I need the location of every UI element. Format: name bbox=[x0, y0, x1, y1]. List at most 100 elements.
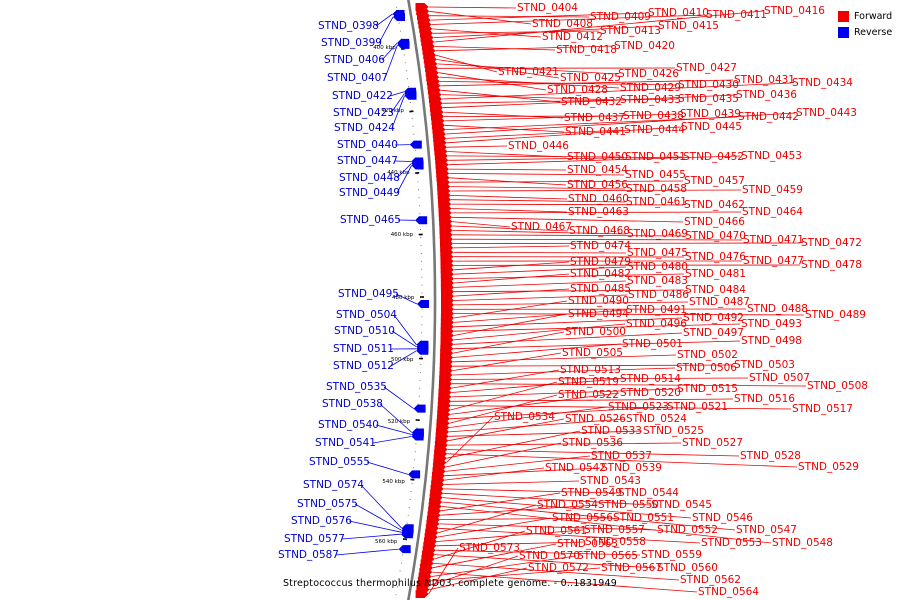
forward-gene-label: STND_0537 bbox=[591, 450, 652, 462]
forward-gene-label: STND_0557 bbox=[584, 524, 645, 536]
reverse-gene-label: STND_0399 bbox=[321, 37, 382, 49]
tick-label: 440 kbp bbox=[387, 170, 410, 176]
forward-leader-line bbox=[445, 442, 562, 468]
forward-leader-line bbox=[453, 343, 622, 358]
forward-gene-label: STND_0487 bbox=[689, 296, 750, 308]
forward-gene-label: STND_0525 bbox=[643, 425, 704, 437]
forward-leader-line bbox=[428, 547, 459, 595]
forward-leader-line bbox=[436, 59, 560, 79]
forward-leader-line bbox=[446, 145, 508, 148]
reverse-leader-line bbox=[335, 548, 399, 556]
minor-tick bbox=[419, 371, 421, 373]
forward-gene-label: STND_0415 bbox=[658, 20, 719, 32]
forward-gene-label: STND_0548 bbox=[772, 537, 833, 549]
forward-leader-line bbox=[449, 180, 684, 183]
forward-gene-label: STND_0527 bbox=[682, 437, 743, 449]
forward-gene-label: STND_0506 bbox=[676, 362, 737, 374]
reverse-swatch bbox=[838, 26, 849, 38]
forward-leader-line bbox=[452, 238, 743, 241]
minor-tick bbox=[418, 395, 420, 397]
forward-gene-label: STND_0432 bbox=[561, 96, 622, 108]
reverse-gene-label: STND_0424 bbox=[334, 122, 395, 134]
minor-tick bbox=[419, 387, 421, 389]
forward-leader-line bbox=[441, 492, 561, 512]
forward-gene-label: STND_0410 bbox=[648, 7, 709, 19]
minor-tick bbox=[399, 570, 401, 572]
reverse-gene-label: STND_0398 bbox=[318, 20, 379, 32]
forward-gene-label: STND_0513 bbox=[560, 364, 621, 376]
legend-item-reverse: Reverse bbox=[838, 24, 892, 40]
forward-leader-line bbox=[442, 98, 678, 104]
forward-leader-line bbox=[451, 369, 560, 389]
tick-label: 520 kbp bbox=[388, 419, 411, 425]
forward-gene-label: STND_0452 bbox=[683, 151, 744, 163]
forward-leader-line bbox=[452, 364, 734, 367]
forward-gene-label: STND_0526 bbox=[565, 413, 626, 425]
forward-gene-label: STND_0549 bbox=[561, 487, 622, 499]
forward-leader-line bbox=[450, 392, 620, 415]
forward-gene-label: STND_0479 bbox=[570, 256, 631, 268]
forward-leader-line bbox=[438, 504, 537, 534]
forward-leader-line bbox=[429, 567, 528, 590]
reverse-gene-label: STND_0577 bbox=[284, 533, 345, 545]
reverse-leader-line bbox=[390, 93, 405, 114]
forward-gene-label: STND_0413 bbox=[600, 25, 661, 37]
reverse-leader-line bbox=[396, 165, 412, 194]
reverse-gene-arrow bbox=[416, 346, 429, 355]
minor-tick bbox=[404, 538, 406, 540]
forward-leader-line bbox=[451, 383, 807, 387]
reverse-leader-line bbox=[366, 461, 409, 475]
forward-gene-label: STND_0427 bbox=[676, 62, 737, 74]
forward-gene-label: STND_0454 bbox=[567, 164, 628, 176]
minor-tick bbox=[413, 459, 415, 461]
forward-gene-label: STND_0562 bbox=[680, 574, 741, 586]
forward-gene-label: STND_0524 bbox=[626, 413, 687, 425]
reverse-leader-line bbox=[391, 95, 405, 129]
reverse-gene-label: STND_0576 bbox=[291, 515, 352, 527]
forward-gene-label: STND_0437 bbox=[564, 112, 625, 124]
minor-tick bbox=[408, 506, 410, 508]
forward-leader-line bbox=[448, 430, 643, 437]
forward-gene-label: STND_0546 bbox=[692, 512, 753, 524]
forward-leader-line bbox=[440, 79, 734, 87]
forward-gene-label: STND_0475 bbox=[627, 247, 688, 259]
forward-leader-line bbox=[432, 543, 557, 569]
reverse-leader-line bbox=[395, 293, 418, 305]
reverse-gene-label: STND_0541 bbox=[315, 437, 376, 449]
forward-gene-label: STND_0498 bbox=[741, 335, 802, 347]
minor-tick bbox=[396, 586, 398, 588]
forward-leader-line bbox=[446, 126, 681, 144]
reverse-gene-arrow bbox=[397, 40, 410, 49]
forward-gene-label: STND_0439 bbox=[680, 108, 741, 120]
minor-tick bbox=[418, 205, 420, 207]
reverse-leader-line bbox=[375, 424, 412, 435]
forward-leader-line bbox=[453, 331, 565, 354]
forward-leader-line bbox=[448, 418, 565, 442]
reverse-leader-line bbox=[393, 314, 417, 346]
forward-leader-line bbox=[447, 453, 798, 468]
forward-gene-label: STND_0441 bbox=[565, 126, 626, 138]
forward-leader-line bbox=[453, 288, 570, 297]
forward-gene-label: STND_0474 bbox=[570, 240, 631, 252]
forward-gene-label: STND_0481 bbox=[685, 268, 746, 280]
forward-leader-line bbox=[446, 129, 624, 139]
forward-gene-label: STND_0469 bbox=[627, 228, 688, 240]
forward-gene-label: STND_0534 bbox=[494, 411, 555, 423]
forward-leader-line bbox=[443, 488, 618, 494]
forward-leader-line bbox=[450, 199, 626, 203]
forward-gene-label: STND_0497 bbox=[683, 327, 744, 339]
forward-gene-label: STND_0418 bbox=[556, 44, 617, 56]
forward-gene-arrow bbox=[415, 590, 429, 598]
forward-gene-label: STND_0551 bbox=[613, 512, 674, 524]
forward-gene-label: STND_0490 bbox=[568, 295, 629, 307]
forward-leader-line bbox=[443, 492, 651, 506]
forward-gene-label: STND_0459 bbox=[742, 184, 803, 196]
reverse-gene-arrow bbox=[404, 91, 417, 100]
forward-gene-label: STND_0416 bbox=[764, 5, 825, 17]
minor-tick bbox=[411, 483, 413, 485]
reverse-gene-label: STND_0440 bbox=[337, 139, 398, 151]
minor-tick bbox=[413, 467, 415, 469]
forward-gene-label: STND_0523 bbox=[608, 401, 669, 413]
forward-leader-line bbox=[435, 45, 614, 52]
forward-leader-line bbox=[452, 354, 677, 363]
